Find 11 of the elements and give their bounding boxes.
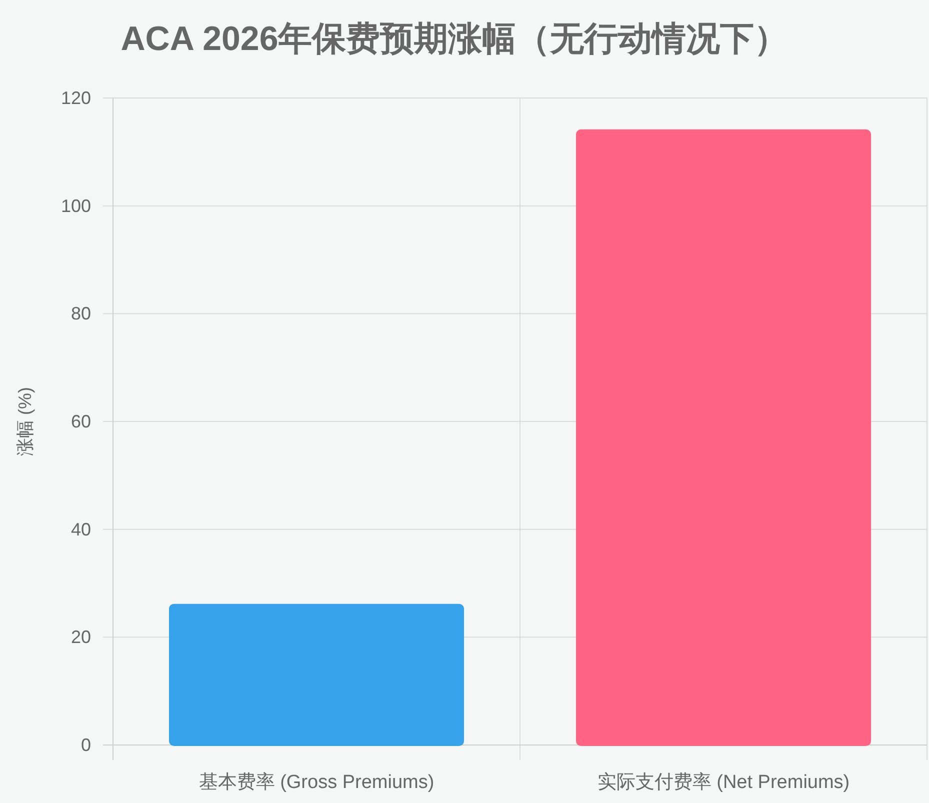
chart-title: ACA 2026年保费预期涨幅（无行动情况下） [120,20,788,58]
y-tick-label: 60 [70,412,91,432]
y-tick-label: 0 [80,735,91,755]
y-tick-label: 80 [70,304,91,324]
y-tick-label: 20 [70,627,91,648]
y-tick-label: 40 [70,519,91,540]
y-tick-label: 100 [60,196,91,216]
y-tick-label: 120 [60,88,91,108]
x-tick-label: 基本费率 (Gross Premiums) [198,771,434,793]
y-axis-title: 涨幅 (%) [15,387,35,456]
x-tick-label: 实际支付费率 (Net Premiums) [597,771,850,793]
